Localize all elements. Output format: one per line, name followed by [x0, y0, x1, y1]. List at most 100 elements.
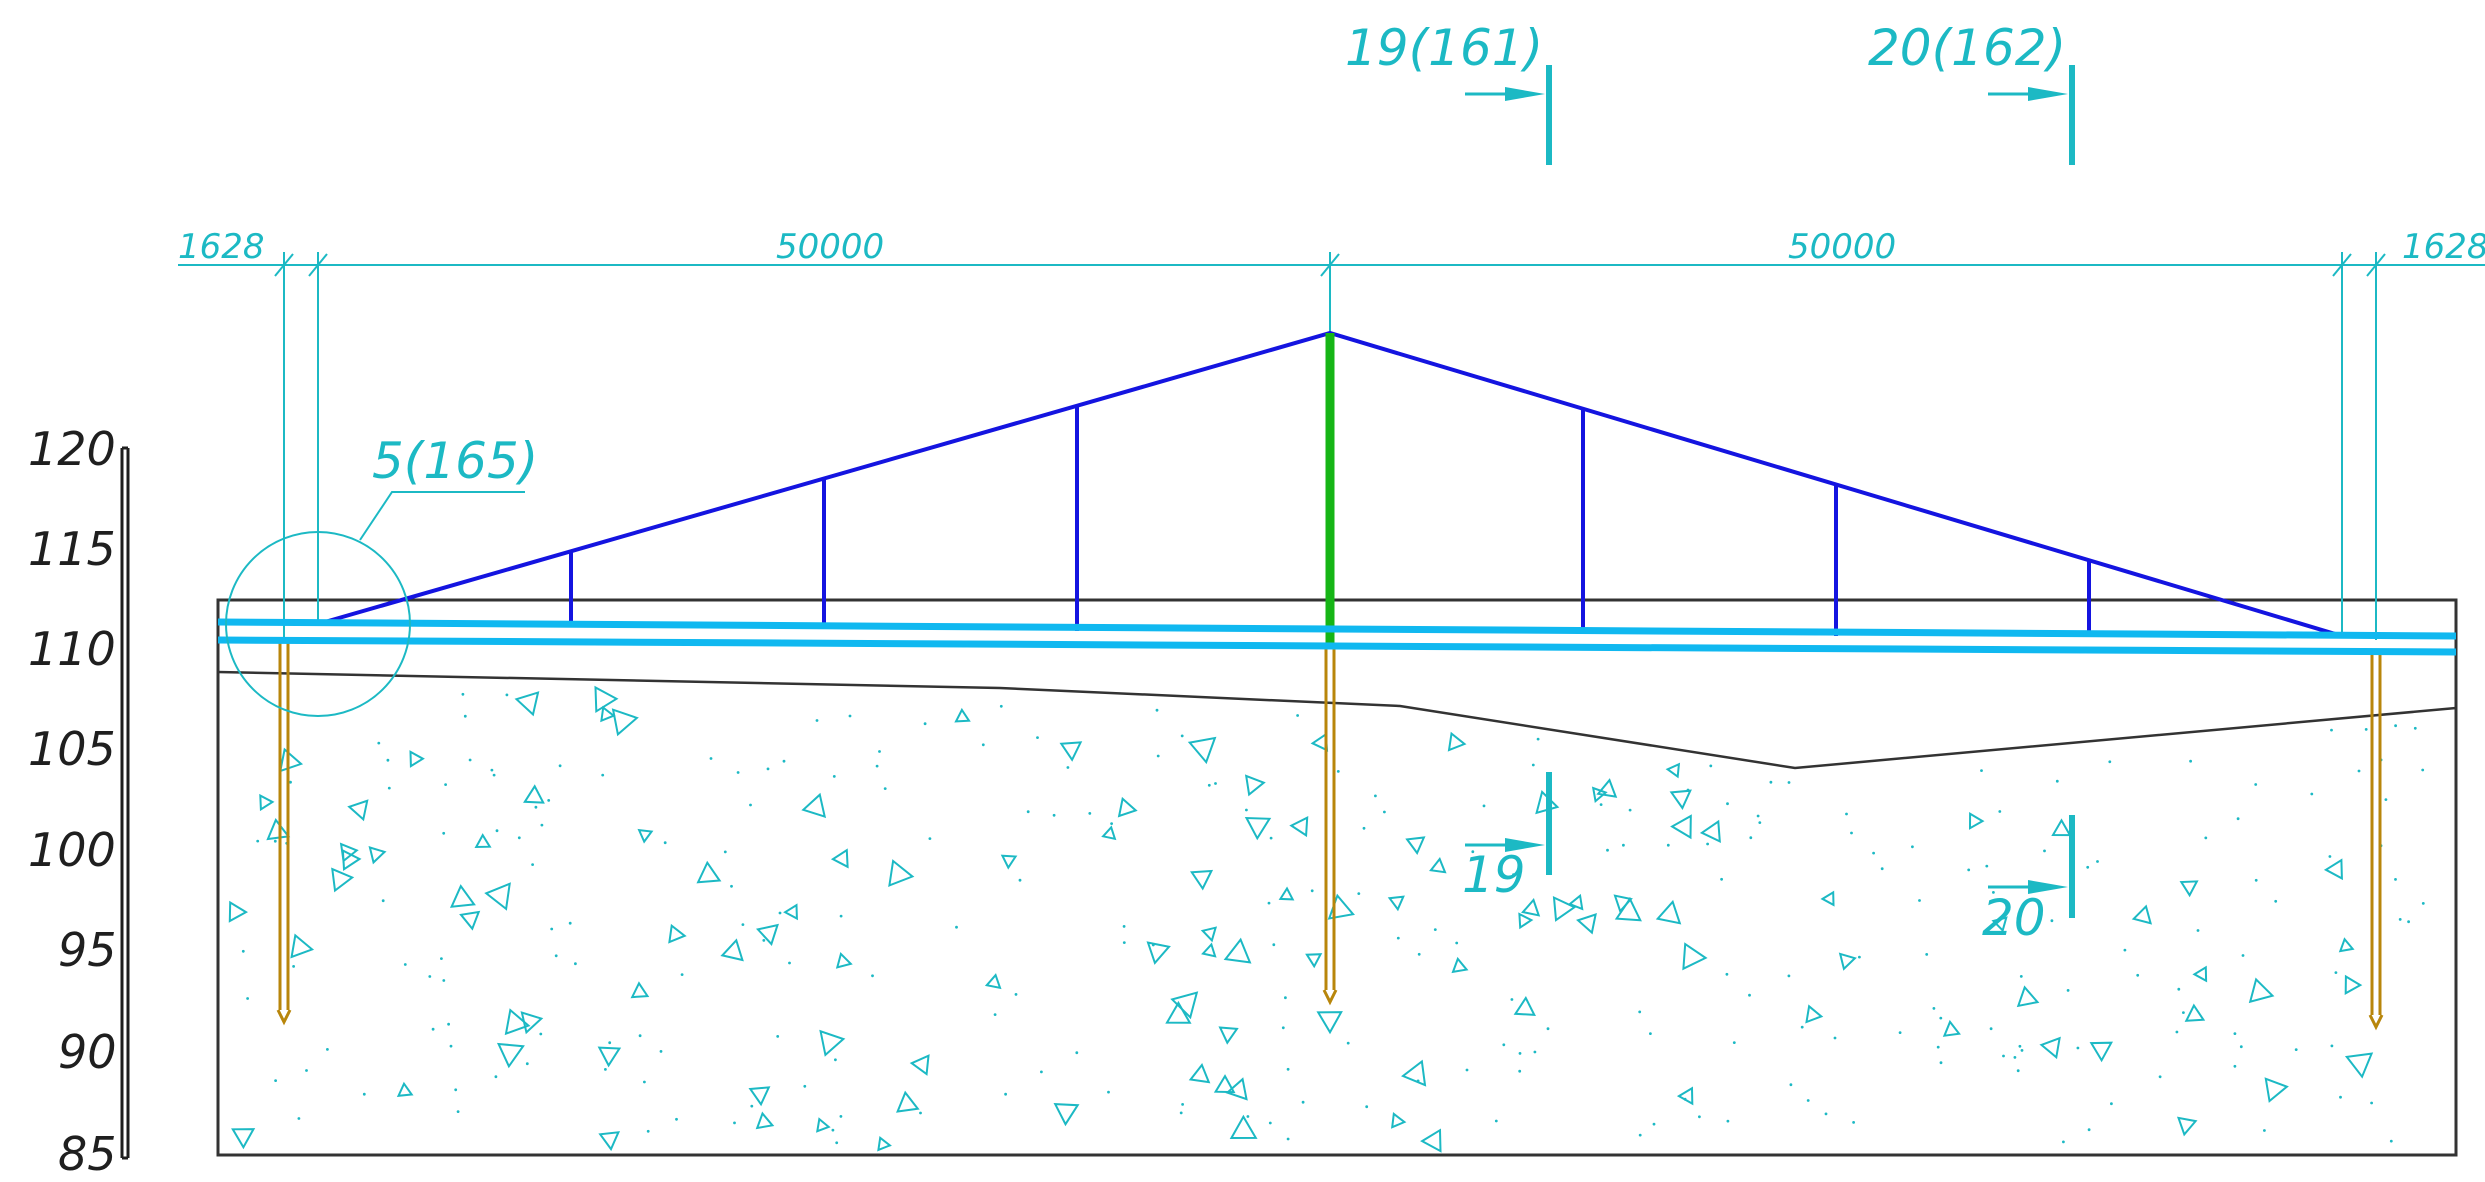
soil-dot [832, 775, 836, 778]
soil-dot [2123, 948, 2127, 952]
triangle-icon [1117, 796, 1138, 818]
soil-dot [1286, 1137, 1290, 1141]
soil-dot [1939, 1061, 1943, 1065]
triangle-icon [2176, 1116, 2198, 1137]
soil-dot [1726, 1119, 1730, 1123]
soil-dot [2136, 973, 2140, 977]
triangle-icon [1699, 819, 1721, 844]
soil-dot [1122, 941, 1126, 944]
dimension-labels: 1628 50000 50000 1628 [178, 227, 2485, 267]
triangle-icon [290, 933, 315, 959]
soil-dot [1286, 1067, 1290, 1071]
triangle-icon [1591, 786, 1608, 803]
triangle-icon [1200, 926, 1218, 943]
soil-dot [2087, 1128, 2091, 1132]
soil-dot [1725, 972, 1729, 976]
scale-tick-120: 120 [28, 422, 116, 476]
soil-dot [386, 758, 390, 762]
soil-dot [2096, 860, 2099, 863]
scale-tick-90: 90 [58, 1025, 117, 1079]
soil-dot [1806, 1099, 1810, 1102]
soil-dot [1989, 1027, 1993, 1031]
triangle-icon [504, 1008, 531, 1036]
triangle-icon [1213, 1074, 1236, 1094]
soil-dot [2158, 1075, 2162, 1079]
soil-dot [1052, 813, 1056, 817]
soil-dot [815, 719, 819, 722]
triangle-icon [1289, 816, 1309, 838]
soil-dot [558, 764, 562, 768]
soil-dot [1992, 891, 1995, 894]
triangle-icon [2039, 1036, 2061, 1060]
soil-dot [1026, 810, 1030, 814]
soil-dot [1850, 831, 1853, 835]
soil-dot [1156, 754, 1160, 758]
soil-dot [1207, 783, 1211, 787]
soil-dot [723, 850, 727, 854]
triangle-icon [1244, 774, 1266, 797]
soil-dot [1066, 766, 1070, 769]
soil-dot [928, 837, 932, 840]
soil-dot [362, 1092, 366, 1096]
soil-dot [1433, 928, 1437, 931]
triangle-icon [1316, 1011, 1343, 1035]
triangle-icon [1670, 814, 1692, 840]
soil-dot [1628, 808, 1632, 812]
soil-dot [1652, 1122, 1656, 1126]
deck-top-line [217, 618, 2457, 640]
soil-dot [1698, 1115, 1701, 1119]
deck [217, 618, 2457, 656]
triangle-icon [331, 867, 355, 893]
soil-dot [2019, 975, 2023, 978]
triangle-icon [496, 1042, 525, 1069]
soil-dot [1494, 1119, 1498, 1123]
soil-dot [1758, 821, 1762, 824]
soil-dot [1709, 764, 1713, 768]
arrow-right-icon [1465, 87, 1545, 101]
soil-dot [531, 863, 534, 866]
soil-dot [1214, 782, 1217, 785]
soil-dot [2357, 769, 2361, 773]
triangle-icon [1429, 857, 1447, 874]
soil-dot [456, 1110, 460, 1113]
section-marker-19-ground: 19 [1462, 772, 1552, 904]
triangle-icon [1187, 736, 1217, 765]
soil-dot [1533, 1050, 1537, 1054]
arrow-right-icon [1465, 838, 1545, 852]
triangle-icon [278, 747, 304, 773]
triangle-icon [1451, 956, 1469, 974]
soil-dot [289, 780, 292, 784]
triangle-icon [896, 1090, 920, 1113]
triangle-icon [2089, 1041, 2114, 1063]
soil-dot [2263, 1129, 2266, 1132]
soil-dot [1872, 851, 1875, 855]
triangle-icon [1665, 762, 1681, 779]
soil-dot [1281, 1026, 1285, 1030]
triangle-icon [1229, 1114, 1258, 1140]
soil-dot [1346, 1041, 1350, 1045]
soil-dot [517, 836, 521, 840]
triangle-icon [339, 842, 359, 863]
triangle-icon [1682, 942, 1708, 971]
soil-dot [1004, 1092, 1007, 1096]
soil-dot [839, 1115, 843, 1118]
triangle-icon [474, 833, 492, 849]
triangle-icon [523, 784, 545, 804]
soil-dot [534, 805, 538, 809]
soil-section [216, 598, 2458, 1157]
soil-dot [1531, 763, 1535, 767]
triangle-icon [1805, 1004, 1824, 1024]
soil-dot [2002, 1054, 2005, 1058]
triangle-icon [1513, 996, 1536, 1016]
soil-dot [1246, 1115, 1250, 1118]
soil-dot [2421, 902, 2425, 905]
soil-dot [442, 979, 446, 982]
triangle-icon [2016, 985, 2040, 1008]
dimension-span-left: 50000 [776, 227, 884, 267]
soil-dot [1918, 899, 1921, 902]
soil-dot [1088, 812, 1092, 815]
soil-dot [923, 722, 927, 726]
section-label-19-161: 19(161) [1345, 19, 1543, 77]
soil-dot [2421, 768, 2425, 772]
soil-dot [2182, 1011, 2185, 1014]
